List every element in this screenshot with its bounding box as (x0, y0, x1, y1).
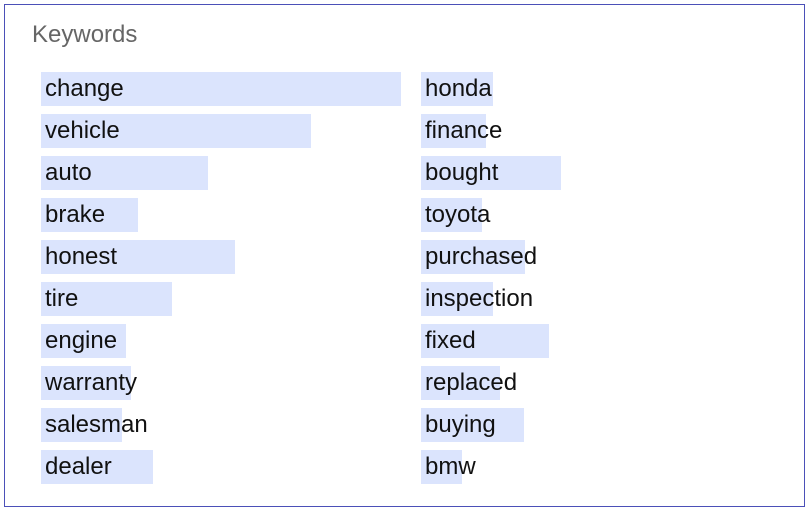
keyword-label: fixed (425, 327, 476, 354)
keyword-label: tire (45, 285, 79, 312)
keyword-bar (421, 72, 493, 106)
keyword-bar (41, 408, 122, 442)
keyword-row: purchased (421, 240, 781, 274)
keyword-label: inspection (425, 285, 534, 312)
keyword-bar (41, 198, 138, 232)
keyword-bar (41, 282, 172, 316)
keyword-row: tire (41, 282, 401, 316)
keyword-bar (41, 114, 311, 148)
keyword-label: bought (425, 159, 499, 186)
keyword-row: bought (421, 156, 781, 190)
keyword-bar (421, 114, 486, 148)
keyword-bar (421, 282, 493, 316)
keyword-bar (41, 324, 126, 358)
keyword-row: replaced (421, 366, 781, 400)
keyword-label: replaced (425, 369, 518, 396)
keyword-row: change (41, 72, 401, 106)
keyword-label: toyota (425, 201, 491, 228)
keyword-row: toyota (421, 198, 781, 232)
keyword-row: warranty (41, 366, 401, 400)
keyword-label: change (45, 75, 124, 102)
keyword-row: inspection (421, 282, 781, 316)
keyword-bar (421, 198, 482, 232)
keyword-bar (421, 240, 525, 274)
keyword-row: finance (421, 114, 781, 148)
keyword-bar (421, 156, 561, 190)
keyword-bar (41, 156, 208, 190)
keyword-label: auto (45, 159, 92, 186)
keyword-bar (421, 324, 549, 358)
keyword-bar (41, 72, 401, 106)
keyword-label: honda (425, 75, 492, 102)
keyword-row: engine (41, 324, 401, 358)
keyword-row: vehicle (41, 114, 401, 148)
keyword-label: bmw (425, 453, 476, 480)
keyword-label: honest (45, 243, 118, 270)
keyword-label: dealer (45, 453, 112, 480)
keyword-row: auto (41, 156, 401, 190)
keyword-label: warranty (45, 369, 138, 396)
keywords-panel: Keywords change vehicle auto brake honest tir… (4, 4, 805, 507)
keyword-bar (421, 450, 462, 484)
keyword-row: honda (421, 72, 781, 106)
keyword-label: brake (45, 201, 106, 228)
keyword-label: finance (425, 117, 503, 144)
keyword-bar (41, 240, 235, 274)
keyword-row: dealer (41, 450, 401, 484)
keyword-bar (41, 450, 153, 484)
keyword-bar (421, 408, 524, 442)
panel-title: Keywords (32, 21, 138, 48)
keyword-row: fixed (421, 324, 781, 358)
keyword-bar (421, 366, 500, 400)
keyword-label: buying (425, 411, 496, 438)
keyword-row: bmw (421, 450, 781, 484)
keyword-row: brake (41, 198, 401, 232)
keyword-label: salesman (45, 411, 148, 438)
keyword-bar (41, 366, 131, 400)
keyword-row: salesman (41, 408, 401, 442)
keyword-label: purchased (425, 243, 538, 270)
keyword-row: buying (421, 408, 781, 442)
keyword-label: vehicle (45, 117, 120, 144)
keyword-row: honest (41, 240, 401, 274)
keyword-label: engine (45, 327, 118, 354)
